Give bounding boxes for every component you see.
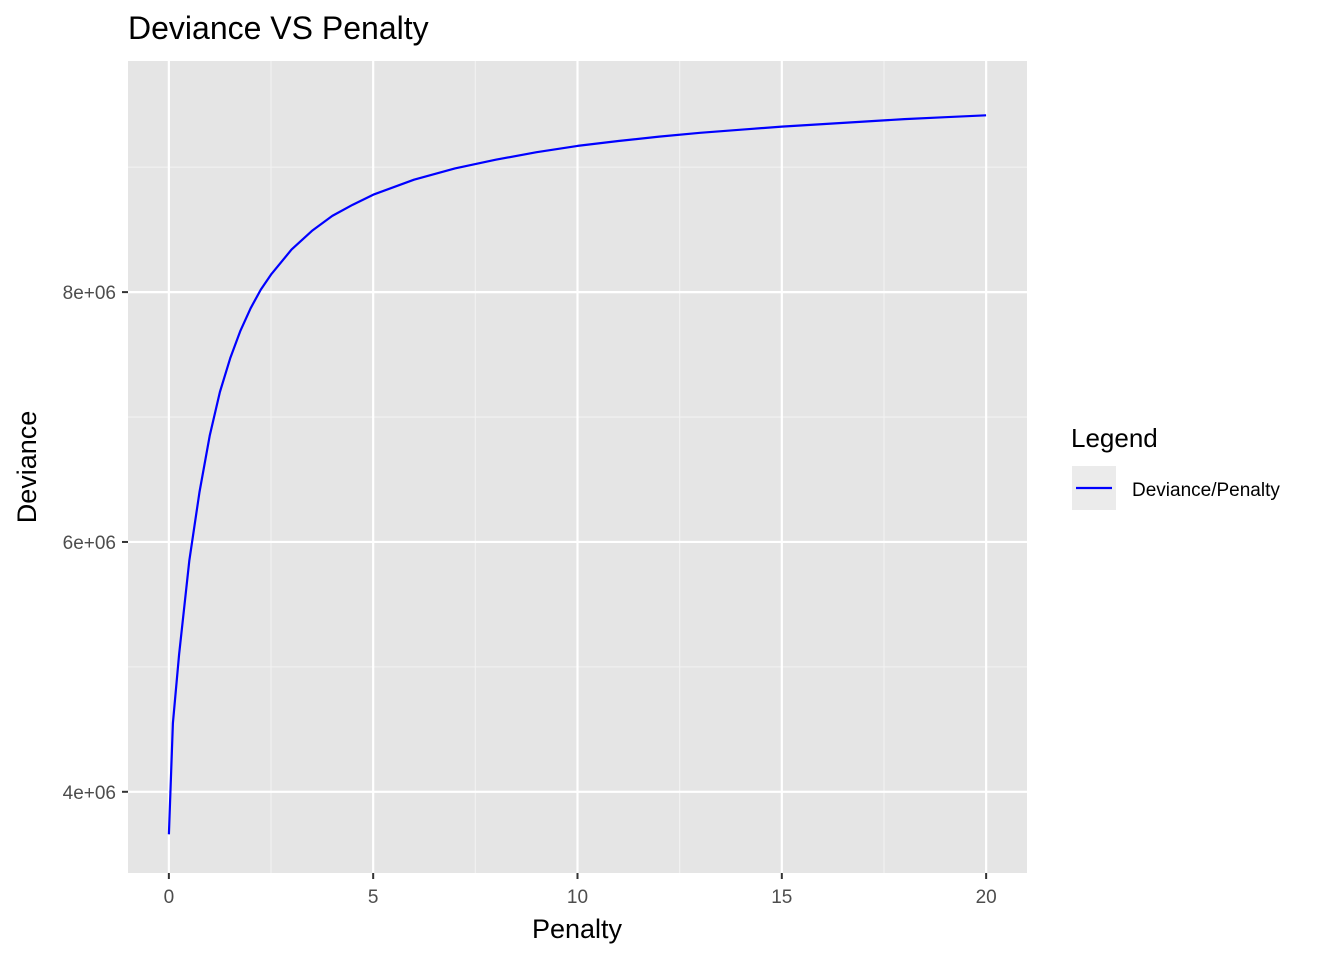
series-layer (167, 114, 987, 835)
x-tick-label: 10 (567, 887, 588, 908)
series-line (167, 114, 987, 835)
x-axis-title: Penalty (532, 914, 623, 944)
y-tick-label: 6e+06 (63, 533, 116, 554)
legend-label: Deviance/Penalty (1132, 480, 1280, 501)
y-tick-label: 4e+06 (63, 783, 116, 804)
legend: Legend Deviance/Penalty (1071, 423, 1280, 510)
x-tick-label: 15 (771, 887, 792, 908)
chart-title: Deviance VS Penalty (128, 10, 429, 46)
legend-title: Legend (1071, 423, 1158, 453)
x-tick-label: 5 (368, 887, 379, 908)
y-axis: 4e+06 6e+06 8e+06 (63, 283, 128, 804)
y-axis-title: Deviance (12, 411, 42, 524)
x-tick-label: 20 (976, 887, 997, 908)
major-gridlines (128, 61, 1027, 873)
x-axis: 0 5 10 15 20 (164, 873, 997, 908)
x-tick-label: 0 (164, 887, 175, 908)
y-tick-label: 8e+06 (63, 283, 116, 304)
